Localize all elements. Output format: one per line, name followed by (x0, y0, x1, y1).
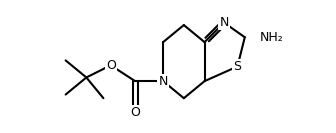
Text: S: S (234, 60, 242, 73)
Text: NH₂: NH₂ (259, 31, 283, 44)
Text: N: N (219, 16, 229, 29)
Text: O: O (130, 106, 140, 119)
Text: N: N (159, 75, 168, 88)
Text: O: O (106, 59, 116, 72)
